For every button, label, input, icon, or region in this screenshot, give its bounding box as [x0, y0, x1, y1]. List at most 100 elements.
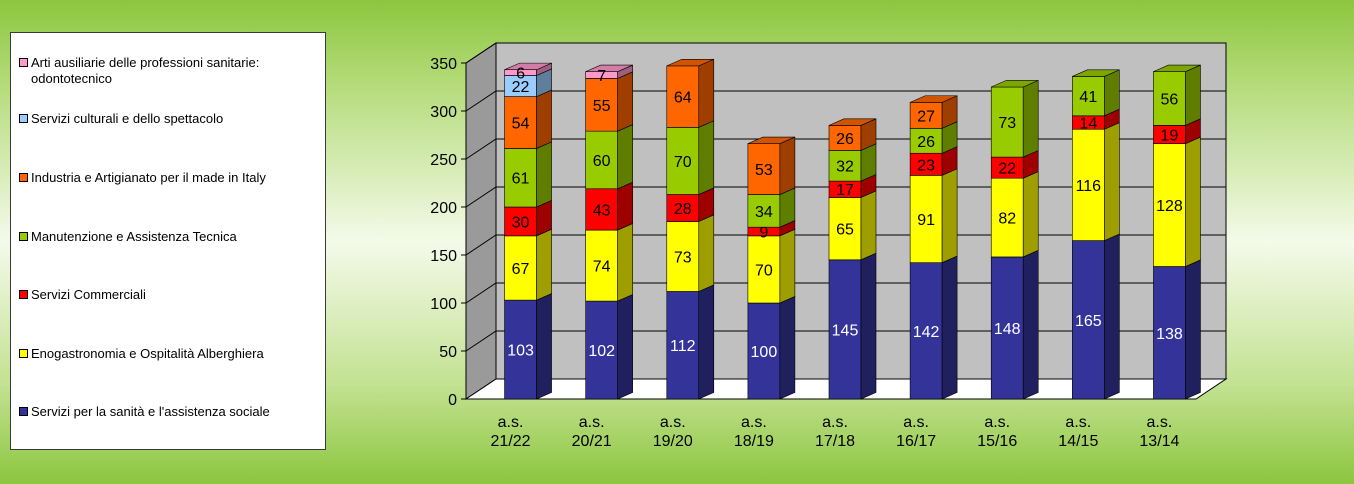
- bar-segment: [585, 229, 618, 302]
- x-tick-label: 15/16: [977, 433, 1017, 450]
- bar-value-label: 64: [674, 90, 692, 107]
- legend-label: Industria e Artigianato per il made in I…: [31, 170, 266, 185]
- x-tick-label: a.s.: [822, 414, 848, 431]
- bar-value-label: 70: [755, 262, 773, 279]
- legend-swatch: [19, 173, 28, 182]
- legend-label: Servizi Commerciali: [31, 287, 146, 302]
- y-gridline: [465, 90, 1226, 112]
- bar-segment-side: [1022, 171, 1039, 258]
- y-tick-label: 250: [430, 152, 457, 169]
- bar-segment-top: [504, 62, 552, 71]
- bar-segment-side: [1104, 69, 1120, 117]
- bar-value-label: 145: [832, 322, 859, 339]
- bar-segment-side: [698, 284, 715, 400]
- x-tick-label: a.s.: [579, 414, 605, 431]
- bar-value-label: 65: [836, 222, 854, 239]
- x-tick-label: a.s.: [903, 414, 929, 431]
- y-gridline: [465, 186, 1226, 208]
- bar-value-label: 22: [998, 161, 1016, 178]
- bar-segment: [828, 259, 862, 400]
- bar-segment: [1153, 143, 1186, 267]
- y-gridline: [465, 138, 1226, 160]
- bar-segment-side: [941, 255, 958, 400]
- bar-value-label: 70: [674, 154, 692, 171]
- bar-value-label: 26: [836, 131, 854, 148]
- legend-label: Servizi per la sanità e l'assistenza soc…: [31, 404, 270, 419]
- bar-value-label: 112: [670, 338, 696, 355]
- x-tick-label: a.s.: [1147, 414, 1173, 431]
- bar-value-label: 148: [994, 321, 1021, 338]
- bar-segment-side: [536, 293, 552, 400]
- bar-value-label: 30: [512, 214, 530, 231]
- legend-swatch: [19, 58, 28, 67]
- bar-segment-side: [617, 71, 633, 132]
- bar-segment: [666, 127, 700, 195]
- bar-segment-top: [828, 118, 877, 126]
- y-tick-label: 50: [439, 344, 457, 361]
- bar-segment-side: [698, 58, 715, 128]
- bar-segment: [504, 206, 537, 237]
- bar-segment-top: [666, 58, 714, 67]
- bar-segment: [666, 221, 700, 292]
- bar-segment-side: [1185, 64, 1201, 126]
- y-tick-label: 300: [430, 104, 457, 121]
- bar-segment-side: [617, 294, 633, 400]
- bar-value-label: 100: [751, 344, 778, 361]
- plot-side-wall: [465, 42, 497, 400]
- x-tick-label: a.s.: [1065, 414, 1091, 431]
- x-tick-label: 20/21: [572, 433, 612, 450]
- legend-label: Arti ausiliarie delle professioni sanita…: [31, 55, 260, 86]
- bar-value-label: 56: [1161, 92, 1179, 109]
- bar-segment: [666, 65, 700, 128]
- bar-value-label: 102: [588, 343, 615, 360]
- bar-value-label: 28: [674, 201, 692, 218]
- x-tick-label: 21/22: [491, 433, 531, 450]
- bar-value-label: 60: [593, 153, 611, 170]
- bar-segment: [1072, 240, 1105, 400]
- x-tick-label: 14/15: [1058, 433, 1098, 450]
- bar-value-label: 73: [998, 115, 1016, 132]
- bar-segment: [504, 299, 537, 400]
- bar-segment-side: [779, 228, 796, 304]
- bar-segment: [990, 86, 1024, 158]
- bar-value-label: 165: [1075, 313, 1102, 330]
- bar-value-label: 41: [1079, 89, 1097, 106]
- bar-segment: [909, 262, 943, 400]
- y-tick-label: 100: [430, 296, 457, 313]
- bar-segment: [585, 188, 618, 231]
- bar-value-label: 23: [917, 157, 935, 174]
- y-gridline: [465, 330, 1226, 352]
- bar-segment-side: [617, 124, 633, 190]
- x-tick-label: 18/19: [734, 433, 774, 450]
- legend-swatch: [19, 114, 28, 123]
- bar-segment-side: [1022, 79, 1039, 158]
- bar-segment: [1072, 76, 1105, 117]
- y-gridline: [465, 42, 1226, 64]
- bar-value-label: 53: [755, 162, 773, 179]
- bar-segment-side: [1104, 233, 1120, 400]
- bar-value-label: 32: [836, 159, 854, 176]
- bar-segment-top: [1072, 69, 1120, 77]
- bar-segment-side: [536, 141, 552, 208]
- y-tick-label: 200: [430, 200, 457, 217]
- bar-segment: [504, 96, 537, 149]
- bar-segment-top: [585, 64, 633, 72]
- bar-segment-side: [779, 295, 796, 400]
- x-tick-label: a.s.: [660, 414, 686, 431]
- bar-segment: [747, 194, 781, 228]
- bar-segment: [585, 78, 618, 132]
- x-tick-label: a.s.: [984, 414, 1010, 431]
- bar-value-label: 91: [917, 212, 935, 229]
- bar-value-label: 54: [512, 116, 530, 133]
- bar-segment-side: [617, 181, 633, 231]
- legend-swatch: [19, 290, 28, 299]
- bar-segment-side: [617, 222, 633, 302]
- bar-segment-side: [698, 214, 715, 292]
- x-tick-label: 13/14: [1139, 433, 1179, 450]
- chart-legend: Arti ausiliarie delle professioni sanita…: [10, 32, 326, 450]
- bar-segment-side: [941, 168, 958, 264]
- bar-segment: [666, 194, 700, 222]
- legend-swatch: [19, 407, 28, 416]
- x-tick-label: a.s.: [498, 414, 524, 431]
- bar-segment: [909, 127, 943, 154]
